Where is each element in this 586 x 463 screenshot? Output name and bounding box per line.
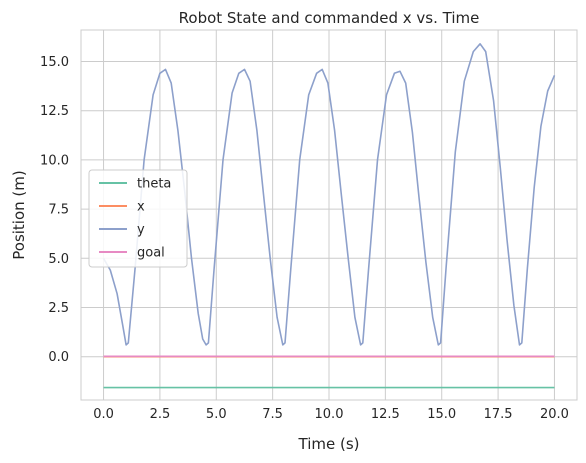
x-tick-label: 10.0 [315, 407, 344, 422]
x-axis-label: Time (s) [298, 435, 360, 453]
y-tick-label: 7.5 [48, 203, 69, 218]
legend-label-goal: goal [137, 246, 165, 261]
x-tick-label: 5.0 [206, 407, 227, 422]
x-tick-label: 7.5 [262, 407, 283, 422]
series-layer [102, 42, 556, 389]
y-tick-label: 15.0 [40, 55, 69, 70]
y-tick-label: 12.5 [40, 104, 69, 119]
y-axis-label: Position (m) [10, 170, 28, 260]
plot-frame [80, 29, 578, 401]
tick-labels: 0.0 2.5 5.0 7.5 10.0 12.5 15.0 17.5 20.0 0.0 2.5 5.… [40, 55, 569, 422]
x-tick-label: 15.0 [427, 407, 456, 422]
legend: theta xy goal [88, 169, 188, 268]
x-tick-label: 12.5 [371, 407, 400, 422]
legend-label-y: y [137, 223, 145, 238]
y-tick-label: 10.0 [40, 153, 69, 168]
y-tick-label: 0.0 [48, 350, 69, 365]
legend-label-x: x [137, 200, 145, 215]
y-tick-label: 5.0 [48, 252, 69, 267]
x-tick-label: 17.5 [484, 407, 513, 422]
x-tick-label: 2.5 [150, 407, 171, 422]
series-line-y [102, 42, 556, 346]
legend-label-theta: theta [137, 177, 171, 192]
x-tick-label: 0.0 [93, 407, 114, 422]
chart-title: Robot State and commanded x vs. Time [179, 9, 480, 27]
x-tick-label: 20.0 [540, 407, 569, 422]
legend-box [88, 169, 188, 268]
y-tick-label: 2.5 [48, 301, 69, 316]
